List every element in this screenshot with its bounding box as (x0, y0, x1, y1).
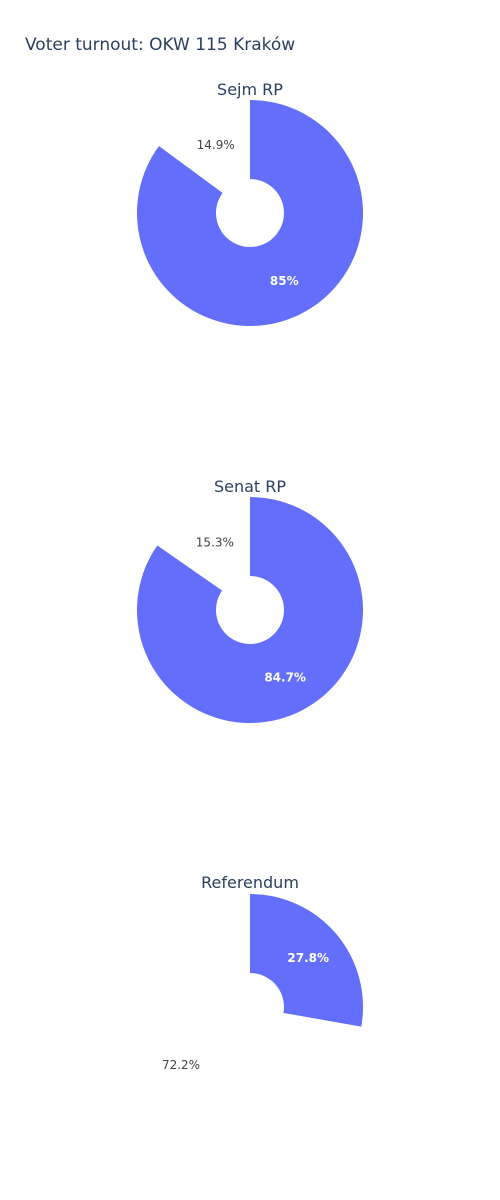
subplot-title-sejm: Sejm RP (217, 80, 283, 99)
subplot-sejm: Sejm RP 85% 14.9% (137, 80, 363, 327)
chart-title: Voter turnout: OKW 115 Kraków (25, 35, 295, 55)
slice-sejm-voted (137, 100, 363, 327)
label-senat-voted: 84.7% (264, 670, 306, 684)
subplot-title-senat: Senat RP (214, 477, 286, 496)
subplot-referendum: Referendum 27.8% 72.2% (137, 873, 363, 1121)
label-senat-not-voted: 15.3% (196, 536, 234, 550)
slice-sejm-not-voted (159, 100, 250, 193)
slice-senat-not-voted (157, 497, 250, 591)
label-sejm-voted: 85% (270, 274, 299, 288)
subplot-title-referendum: Referendum (201, 873, 299, 892)
subplot-senat: Senat RP 84.7% 15.3% (137, 477, 363, 723)
slice-senat-voted (137, 497, 363, 723)
label-referendum-not-voted: 72.2% (162, 1058, 200, 1072)
label-referendum-voted: 27.8% (287, 951, 329, 965)
slice-referendum-voted (250, 894, 363, 1027)
slice-referendum-not-voted (137, 894, 362, 1121)
label-sejm-not-voted: 14.9% (197, 138, 235, 152)
